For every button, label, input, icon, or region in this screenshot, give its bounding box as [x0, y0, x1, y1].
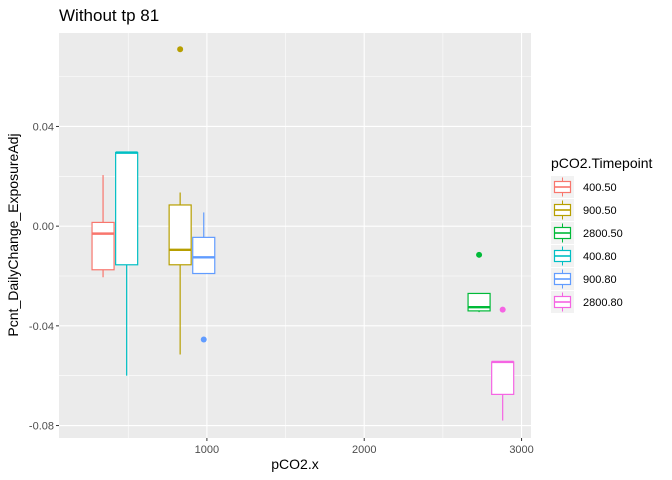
legend: 400.50 900.50 2800.50 400.80 900.80 2800.80	[551, 176, 623, 313]
legend-item-400.80: 400.80	[551, 245, 617, 267]
legend-title: pCO2.Timepoint	[551, 155, 653, 171]
x-axis-title: pCO2.x	[271, 456, 318, 472]
outlier-point	[476, 251, 483, 258]
boxplot-400.50	[91, 175, 115, 278]
y-tick-label: -0.08	[29, 421, 54, 433]
legend-label: 2800.50	[583, 228, 623, 240]
x-tick-label: 1000	[195, 444, 219, 456]
legend-label: 900.80	[583, 274, 617, 286]
y-axis: -0.08 -0.04 0.00 0.04	[29, 121, 59, 433]
legend-item-900.80: 900.80	[551, 268, 617, 290]
legend-item-2800.50: 2800.50	[551, 222, 623, 244]
major-gridlines	[59, 33, 531, 438]
boxplot-series	[91, 46, 515, 421]
chart-title: Without tp 81	[59, 6, 159, 25]
box	[91, 221, 115, 271]
outlier-point	[499, 306, 506, 313]
x-tick-label: 3000	[509, 444, 533, 456]
y-tick-label: 0.04	[33, 121, 54, 133]
boxplot-900.80	[192, 212, 216, 343]
x-tick-label: 2000	[352, 444, 376, 456]
legend-item-2800.80: 2800.80	[551, 291, 623, 313]
outlier-point	[200, 336, 207, 343]
y-tick-label: 0.00	[33, 221, 54, 233]
box	[115, 152, 139, 266]
legend-label: 400.80	[583, 251, 617, 263]
y-tick-label: -0.04	[29, 321, 54, 333]
outlier-point	[177, 46, 184, 53]
boxplot-400.80	[115, 151, 139, 376]
legend-label: 900.50	[583, 205, 617, 217]
boxplot-900.50	[168, 46, 192, 355]
boxplot-2800.80	[491, 306, 515, 421]
x-axis: 1000 2000 3000	[195, 438, 534, 456]
box	[168, 204, 192, 266]
legend-label: 400.50	[583, 182, 617, 194]
y-axis-title: Pcnt_DailyChange_ExposureAdj	[5, 133, 21, 336]
box	[192, 236, 216, 275]
boxplot-2800.50	[467, 251, 491, 313]
legend-item-900.50: 900.50	[551, 199, 617, 221]
legend-item-400.50: 400.50	[551, 176, 617, 198]
box	[491, 361, 515, 395]
legend-label: 2800.80	[583, 297, 623, 309]
